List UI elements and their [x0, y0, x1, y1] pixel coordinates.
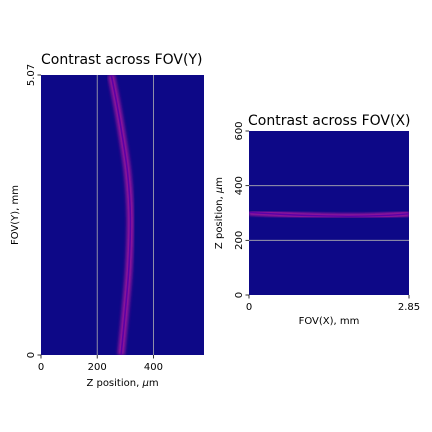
chart-fov-x-y-axis-label: Z position, μm	[214, 177, 225, 249]
chart-fov-x-x-tick-label-1: 2.85	[398, 302, 420, 313]
chart-fov-x-y-tick-label-2: 400	[234, 176, 245, 195]
chart-fov-y-grid	[96, 75, 154, 355]
chart-fov-x-y-tick-label-1: 200	[234, 231, 245, 250]
chart-fov-x-y-tick-label-0: 0	[234, 292, 245, 298]
chart-fov-y-y-axis-label: FOV(Y), mm	[10, 185, 21, 245]
chart-fov-y: Contrast across FOV(Y) 0 200 400 05.07 Z p…	[10, 52, 204, 389]
chart-fov-x: Contrast across FOV(X) 0 2.85 0200400600 …	[214, 113, 420, 327]
chart-fov-y-x-ticks: 0 200 400	[38, 355, 163, 373]
chart-fov-x-contrast-ridge	[249, 211, 409, 217]
chart-fov-x-x-tick-label-0: 0	[246, 302, 252, 313]
chart-fov-y-x-tick-label-0: 0	[38, 362, 44, 373]
chart-fov-x-title: Contrast across FOV(X)	[248, 113, 411, 129]
chart-fov-y-y-tick-label-1: 5.07	[26, 64, 37, 86]
chart-fov-y-x-tick-label-1: 200	[88, 362, 107, 373]
chart-fov-x-y-ticks: 0 200 400 600	[234, 121, 249, 298]
chart-fov-y-x-axis-label: Z position, μm	[86, 378, 158, 389]
chart-fov-y-title: Contrast across FOV(Y)	[41, 52, 202, 68]
chart-fov-x-x-ticks: 0 2.85	[246, 295, 420, 313]
chart-fov-x-y-tick-label-3: 600	[234, 121, 245, 140]
chart-fov-x-x-axis-label: FOV(X), mm	[299, 316, 360, 327]
chart-fov-y-contrast-ridge	[110, 75, 132, 355]
chart-fov-y-x-tick-label-2: 400	[144, 362, 163, 373]
chart-fov-y-y-ticks: 05.07	[26, 64, 41, 358]
chart-fov-y-y-tick-label-0: 0	[26, 352, 37, 358]
chart-fov-x-grid	[249, 185, 409, 241]
